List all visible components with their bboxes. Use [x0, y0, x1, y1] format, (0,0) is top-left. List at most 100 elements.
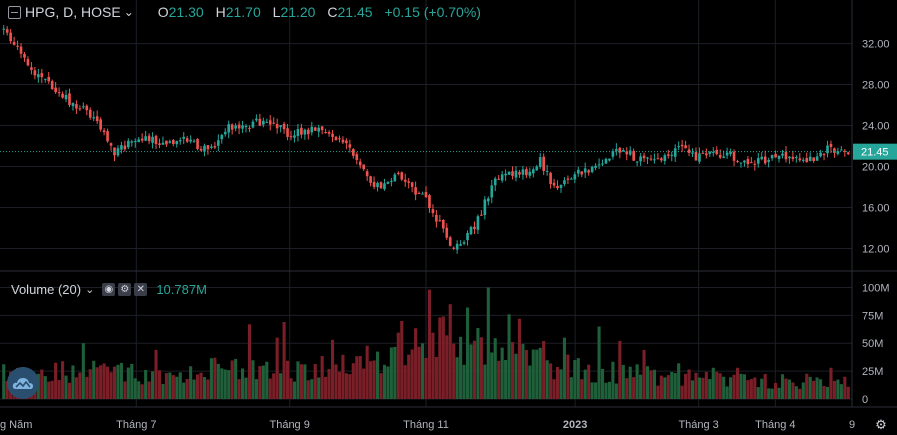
volume-bar [237, 379, 241, 399]
candle-body [795, 157, 798, 159]
candlesticks [2, 25, 850, 254]
candle-body [708, 151, 712, 154]
candle-body [722, 156, 725, 158]
candle-body [37, 74, 40, 78]
volume-bar [130, 363, 134, 399]
volume-bar [261, 365, 265, 399]
candle-body [403, 179, 407, 182]
volume-bar [611, 361, 615, 399]
candle-body [826, 145, 829, 154]
remove-icon[interactable]: ✕ [134, 282, 148, 296]
volume-bar [403, 365, 407, 399]
chevron-down-icon[interactable]: ⌄ [85, 283, 95, 296]
candle-body [161, 142, 165, 145]
candle-body [635, 161, 639, 163]
candle-body [279, 125, 282, 128]
volume-bar [337, 371, 342, 399]
volume-bar [324, 376, 328, 399]
candle-body [320, 126, 324, 131]
volume-value: 10.787M [156, 281, 207, 297]
candle-body [528, 171, 532, 176]
volume-bar [116, 364, 120, 399]
volume-bar [341, 354, 345, 399]
settings-icon[interactable]: ⚙ [118, 282, 132, 296]
candle-body [660, 158, 663, 161]
volume-bar [313, 364, 317, 399]
volume-bar [479, 337, 483, 399]
candle-body [390, 180, 393, 182]
candle-body [182, 136, 186, 139]
open-value: 21.30 [168, 4, 204, 20]
candle-body [230, 124, 234, 130]
volume-bar [306, 380, 310, 399]
volume-bar [140, 384, 144, 399]
candle-body [5, 29, 9, 33]
volume-bar [652, 369, 656, 399]
volume-bar [227, 370, 231, 399]
candle-body [40, 73, 44, 78]
volume-bar [590, 382, 594, 399]
candle-body [365, 171, 369, 177]
volume-bar [597, 326, 601, 399]
volume-bar [279, 373, 283, 399]
volume-bar [587, 364, 591, 399]
volume-bar [656, 385, 660, 399]
gear-icon[interactable]: ⚙ [875, 417, 887, 432]
candle-body [85, 105, 89, 111]
volume-bar [109, 372, 113, 399]
volume-bar [718, 373, 722, 399]
volume-tick-label: 25M [862, 366, 883, 378]
candle-body [632, 150, 635, 161]
volume-bar [459, 336, 463, 399]
volume-bar [825, 386, 830, 399]
volume-bar [272, 373, 276, 399]
candle-body [421, 193, 424, 195]
candle-body [646, 157, 649, 159]
candle-body [801, 159, 805, 161]
volume-bar [2, 364, 6, 399]
volume-bar [666, 375, 670, 399]
candle-body [338, 138, 341, 140]
candle-body [106, 131, 109, 142]
volume-bar [182, 382, 186, 399]
volume-bar [289, 378, 293, 399]
candle-body [504, 173, 507, 176]
volume-bar [369, 361, 373, 399]
volume-bar [389, 347, 393, 399]
chevron-down-icon[interactable]: ⌄ [123, 5, 134, 19]
volume-bar [123, 381, 127, 399]
candle-body [753, 163, 757, 165]
high-value: 21.70 [225, 4, 261, 20]
collapse-icon[interactable] [8, 5, 21, 19]
volume-bar [618, 341, 622, 399]
candle-body [358, 161, 362, 166]
volume-bar [517, 318, 522, 399]
candle-body [770, 154, 774, 159]
volume-bar [164, 373, 168, 399]
candle-body [334, 136, 338, 141]
candle-body [445, 227, 449, 238]
volume-bar [735, 367, 740, 399]
visibility-icon[interactable]: ◉ [102, 282, 116, 296]
chart-header: HPG, D, HOSE ⌄ O21.30 H21.70 L21.20 C21.… [8, 3, 481, 21]
volume-bar [635, 364, 639, 399]
volume-bar [514, 353, 518, 399]
volume-bar [465, 307, 470, 399]
volume-bar [299, 364, 303, 399]
candle-body [604, 158, 608, 164]
candle-body [576, 169, 580, 174]
candle-body [241, 125, 244, 129]
volume-indicator-title[interactable]: Volume (20) [11, 281, 82, 297]
candle-body [351, 149, 355, 156]
volume-bar [50, 380, 54, 399]
candle-body [542, 156, 545, 171]
volume-bar [535, 349, 539, 399]
candle-body [466, 232, 469, 241]
candle-body [694, 152, 698, 161]
candle-body [386, 181, 390, 184]
volume-bar [74, 377, 78, 399]
symbol-label[interactable]: HPG, D, HOSE [25, 4, 121, 20]
volume-bar [445, 335, 449, 399]
volume-bar [81, 343, 85, 399]
